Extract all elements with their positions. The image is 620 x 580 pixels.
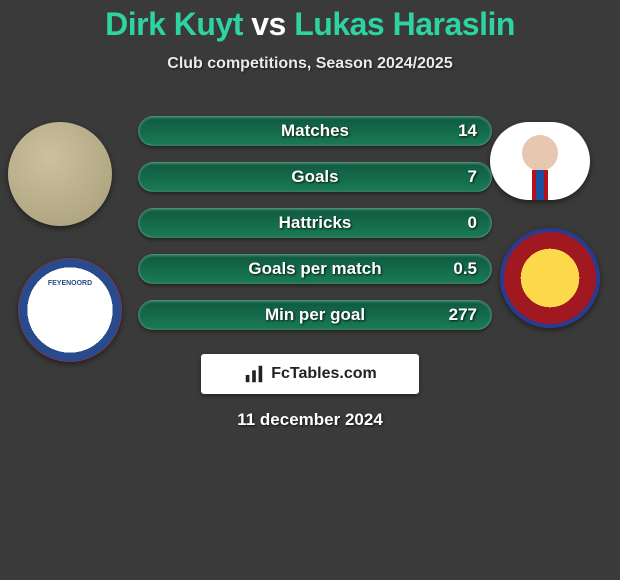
stat-value: 14 [458,121,477,141]
stat-bars: Matches 14 Goals 7 Hattricks 0 Goals per… [138,116,492,346]
player1-name: Dirk Kuyt [105,6,243,42]
stat-label: Hattricks [279,213,352,233]
stat-label: Goals per match [248,259,381,279]
stat-label: Goals [291,167,338,187]
stat-row: Matches 14 [138,116,492,146]
watermark-text: FcTables.com [271,365,377,383]
player2-avatar [490,122,590,200]
stat-value: 277 [449,305,477,325]
stat-row: Goals 7 [138,162,492,192]
stat-row: Goals per match 0.5 [138,254,492,284]
player1-avatar [8,122,112,226]
player2-name: Lukas Haraslin [294,6,515,42]
date: 11 december 2024 [0,410,620,430]
title: Dirk Kuyt vs Lukas Haraslin [105,6,515,43]
stat-label: Matches [281,121,349,141]
mid-section: Matches 14 Goals 7 Hattricks 0 Goals per… [0,110,620,350]
stat-value: 0.5 [453,259,477,279]
comparison-card: Dirk Kuyt vs Lukas Haraslin Club competi… [0,0,620,450]
bar-chart-icon [243,363,265,385]
stat-value: 7 [468,167,477,187]
stat-label: Min per goal [265,305,365,325]
vs-label: vs [251,6,286,42]
watermark[interactable]: FcTables.com [201,354,419,394]
player1-club-logo [18,258,122,362]
player2-club-logo [500,228,600,328]
stat-value: 0 [468,213,477,233]
stat-row: Min per goal 277 [138,300,492,330]
stat-row: Hattricks 0 [138,208,492,238]
subtitle: Club competitions, Season 2024/2025 [167,55,452,73]
